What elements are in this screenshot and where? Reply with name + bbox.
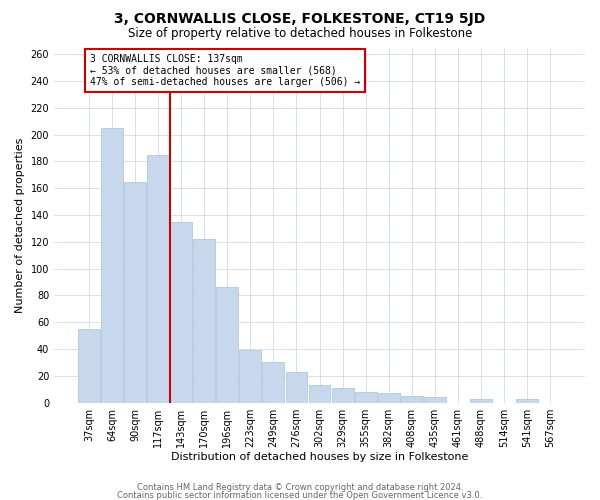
Bar [170,222,192,402]
Bar [239,350,262,403]
Bar [401,396,422,402]
Bar [308,386,331,402]
Bar [516,398,538,402]
Bar [470,398,492,402]
Text: 3, CORNWALLIS CLOSE, FOLKESTONE, CT19 5JD: 3, CORNWALLIS CLOSE, FOLKESTONE, CT19 5J… [115,12,485,26]
Text: Contains public sector information licensed under the Open Government Licence v3: Contains public sector information licen… [118,490,482,500]
Bar [262,362,284,403]
Bar [332,388,353,402]
Text: Contains HM Land Registry data © Crown copyright and database right 2024.: Contains HM Land Registry data © Crown c… [137,484,463,492]
Y-axis label: Number of detached properties: Number of detached properties [15,138,25,313]
X-axis label: Distribution of detached houses by size in Folkestone: Distribution of detached houses by size … [171,452,468,462]
Bar [355,392,377,402]
Bar [377,394,400,402]
Bar [193,239,215,402]
Bar [286,372,307,402]
Bar [217,288,238,403]
Bar [78,329,100,402]
Text: Size of property relative to detached houses in Folkestone: Size of property relative to detached ho… [128,28,472,40]
Bar [147,154,169,402]
Bar [424,398,446,402]
Bar [124,182,146,402]
Text: 3 CORNWALLIS CLOSE: 137sqm
← 53% of detached houses are smaller (568)
47% of sem: 3 CORNWALLIS CLOSE: 137sqm ← 53% of deta… [89,54,360,88]
Bar [101,128,123,402]
